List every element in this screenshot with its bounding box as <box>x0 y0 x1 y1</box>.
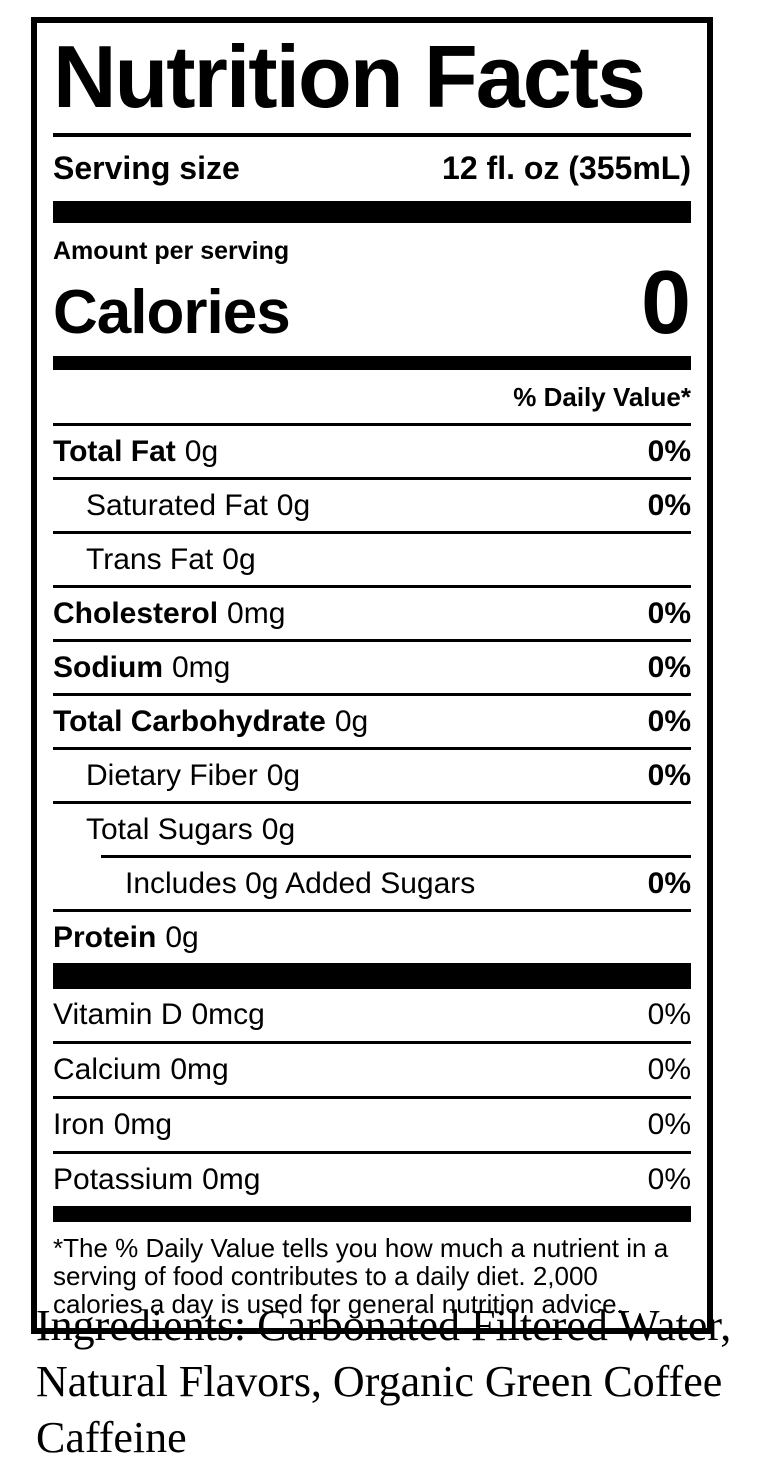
vitamin-daily-value: 0% <box>647 1163 691 1196</box>
nutrient-row: Total Carbohydrate 0g 0% <box>53 693 691 747</box>
divider-bar-top <box>53 201 691 223</box>
nutrient-row: Cholesterol 0mg 0% <box>53 585 691 639</box>
nutrient-row: Protein 0g <box>53 909 691 963</box>
nutrient-row: Includes 0g Added Sugars 0% <box>101 855 691 909</box>
nutrient-name: Total Fat <box>53 434 176 468</box>
nutrient-name: Protein <box>53 920 157 954</box>
nutrient-amount: 0g <box>276 488 311 522</box>
divider-bar-calories <box>53 356 691 370</box>
vitamin-amount: 0mg <box>170 1053 229 1086</box>
daily-value-header: % Daily Value* <box>53 370 691 426</box>
nutrient-name: Cholesterol <box>53 596 219 630</box>
nutrient-amount: 0g <box>222 542 256 576</box>
nutrient-daily-value: 0% <box>647 650 691 684</box>
nutrient-amount: 0mg <box>227 596 286 630</box>
calories-row: Calories 0 <box>53 253 691 356</box>
vitamin-name: Calcium <box>53 1053 162 1086</box>
nutrient-amount: 0g <box>261 812 296 846</box>
nutrient-name: Saturated Fat <box>86 488 268 522</box>
vitamin-daily-value: 0% <box>647 1108 691 1141</box>
calories-label: Calories <box>53 278 291 347</box>
vitamin-row: Vitamin D 0mcg 0% <box>53 989 691 1041</box>
vitamin-name: Potassium <box>53 1163 194 1196</box>
nutrient-row: Trans Fat 0g <box>53 531 691 585</box>
label-title: Nutrition Facts <box>53 29 691 137</box>
nutrient-daily-value: 0% <box>647 488 691 522</box>
nutrient-daily-value: 0% <box>647 758 691 792</box>
divider-bar-vitamins <box>53 1206 691 1222</box>
vitamin-amount: 0mcg <box>191 998 265 1031</box>
nutrient-amount: 0mg <box>172 650 231 684</box>
ingredients-text: Ingredients: Carbonated Filtered Water, … <box>36 1301 732 1462</box>
vitamin-name: Iron <box>53 1108 105 1141</box>
nutrient-daily-value: 0% <box>647 596 691 630</box>
vitamin-daily-value: 0% <box>647 1053 691 1086</box>
daily-value-footnote: *The % Daily Value tells you how much a … <box>53 1233 669 1319</box>
nutrient-row: Sodium 0mg 0% <box>53 639 691 693</box>
vitamin-daily-value: 0% <box>647 998 691 1031</box>
nutrient-daily-value: 0% <box>647 704 691 738</box>
divider-bar-protein <box>53 963 691 989</box>
vitamin-rows: Vitamin D 0mcg 0% Calcium 0mg 0% Iron 0mg 0… <box>53 989 691 1206</box>
vitamin-row: Iron 0mg 0% <box>53 1096 691 1151</box>
vitamin-row: Calcium 0mg 0% <box>53 1041 691 1096</box>
nutrient-row: Total Sugars 0g <box>53 801 691 855</box>
vitamin-amount: 0mg <box>202 1163 261 1196</box>
serving-size-label: Serving size <box>53 150 240 186</box>
nutrient-name: Trans Fat <box>86 542 214 576</box>
vitamin-row: Potassium 0mg 0% <box>53 1151 691 1206</box>
nutrient-amount: 0g <box>266 758 301 792</box>
nutrient-name: Dietary Fiber <box>86 758 258 792</box>
serving-size-row: Serving size 12 fl. oz (355mL) <box>53 137 691 201</box>
amount-per-serving-label: Amount per serving <box>53 237 290 265</box>
nutrient-daily-value: 0% <box>647 434 691 468</box>
nutrient-row: Total Fat 0g 0% <box>53 426 691 477</box>
vitamin-name: Vitamin D <box>53 998 183 1031</box>
nutrient-name: Includes 0g Added Sugars <box>125 866 476 900</box>
serving-size-value: 12 fl. oz (355mL) <box>442 150 691 186</box>
nutrient-daily-value: 0% <box>647 866 691 900</box>
nutrient-amount: 0g <box>165 920 199 954</box>
nutrient-name: Total Sugars <box>86 812 253 846</box>
calories-value: 0 <box>640 253 691 353</box>
nutrition-facts-label: Nutrition Facts Serving size 12 fl. oz (… <box>31 17 713 1334</box>
nutrient-row: Saturated Fat 0g 0% <box>53 477 691 531</box>
vitamin-amount: 0mg <box>113 1108 173 1141</box>
nutrient-name: Total Carbohydrate <box>53 704 326 738</box>
nutrient-amount: 0g <box>334 704 369 738</box>
nutrient-row: Dietary Fiber 0g 0% <box>53 747 691 801</box>
nutrient-name: Sodium <box>53 650 163 684</box>
nutrient-rows: Total Fat 0g 0% Saturated Fat 0g 0% Trans … <box>53 426 691 963</box>
nutrient-amount: 0g <box>184 434 219 468</box>
